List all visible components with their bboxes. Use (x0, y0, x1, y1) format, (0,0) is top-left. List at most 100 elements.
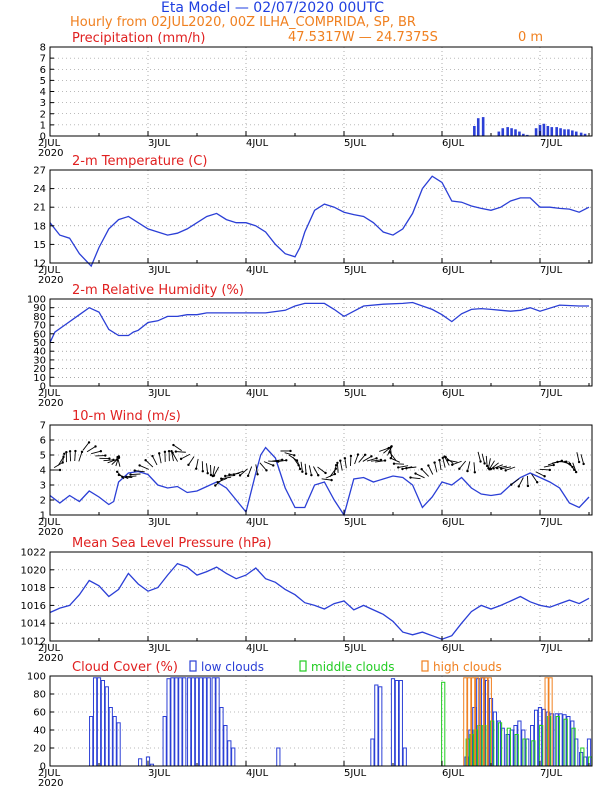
wind-vector-head (370, 455, 373, 458)
y-tick-label: 4 (40, 87, 46, 98)
wind-vector-head (401, 467, 404, 471)
wind-vector-head (158, 452, 161, 455)
wind-vector (459, 460, 467, 470)
wind-vector (447, 459, 458, 463)
wind-vector-head (94, 445, 97, 448)
wind-vector-head (389, 446, 392, 450)
wind-vector-head (375, 457, 378, 460)
wind-vector-head (256, 473, 259, 476)
precip-bar (506, 127, 509, 136)
wind-vector (215, 478, 224, 486)
y-tick-label: 8 (40, 43, 46, 54)
series-line (49, 175, 590, 268)
x-tick-label: 7JUL (540, 388, 563, 399)
wind-vector-head (397, 466, 400, 469)
wind-vector-head (115, 470, 119, 473)
y-tick-label: 70 (33, 321, 46, 332)
legend-label: low clouds (201, 660, 264, 674)
x-tick-label: 5JUL (344, 643, 367, 654)
y-tick-label: 100 (27, 295, 46, 306)
wind-vector (259, 462, 267, 471)
wind-vector-head (489, 467, 493, 471)
x-tick-label: 4JUL (246, 138, 269, 149)
y-tick-label: 1016 (21, 601, 46, 612)
x-tick-label: 4JUL (246, 768, 269, 779)
wind-vector (398, 465, 409, 468)
y-tick-label: 40 (33, 347, 46, 358)
wind-vector (452, 460, 462, 466)
wind-vector-head (293, 454, 296, 457)
cloud-bar-low (194, 677, 200, 767)
wind-vector-head (224, 474, 227, 478)
y-tick-label: 1018 (21, 583, 46, 594)
y-tick-label: 7 (40, 54, 46, 65)
wind-vector-head (473, 471, 477, 474)
precip-bar (501, 128, 505, 136)
wind-vector (276, 459, 287, 463)
precip-bar (525, 134, 529, 136)
wind-vector-head (151, 454, 154, 458)
wind-vector (488, 460, 495, 470)
precip-bar (522, 133, 525, 136)
wind-vector (518, 477, 524, 487)
wind-vector-head (121, 475, 124, 479)
cloud-bar-low (219, 707, 224, 767)
wind-vector-head (265, 469, 268, 472)
panel-3 (49, 424, 593, 517)
wind-vector-head (246, 474, 250, 478)
wind-vector (233, 470, 244, 475)
wind-vector-head (87, 441, 91, 444)
wind-vector-head (330, 478, 333, 482)
wind-vector-head (80, 450, 84, 454)
cloud-bar-low (202, 677, 207, 767)
panel-4 (49, 551, 593, 642)
wind-vector-head (144, 459, 147, 462)
x-tick-label: 4JUL (246, 643, 269, 654)
wind-vector (152, 455, 158, 466)
x-year-label: 2020 (38, 398, 63, 409)
x-tick-label: 3JUL (148, 138, 171, 149)
wind-vector (580, 454, 585, 465)
x-tick-label: 3JUL (148, 643, 171, 654)
precip-bar (546, 125, 550, 136)
cloud-bar-low (215, 677, 220, 767)
wind-vector-head (58, 468, 62, 472)
x-year-label: 2020 (38, 778, 63, 789)
x-tick-label: 7JUL (540, 138, 563, 149)
wind-vector (493, 464, 503, 469)
y-tick-label: 18 (33, 221, 46, 232)
wind-vector (485, 455, 488, 466)
wind-vector (134, 470, 145, 473)
y-tick-label: 1 (40, 120, 46, 131)
x-tick-label: 3JUL (148, 768, 171, 779)
wind-vector (126, 475, 137, 478)
wind-vector-head (543, 475, 546, 478)
wind-vector-head (212, 474, 216, 477)
x-tick-label: 2JUL (38, 388, 61, 399)
legend-label: middle clouds (311, 660, 395, 674)
cloud-bar-low (112, 716, 117, 767)
legend-swatch (189, 660, 197, 672)
wind-vector-head (392, 462, 396, 465)
cloud-bar-low (190, 677, 196, 767)
cloud-bar-low (211, 677, 216, 767)
cloud-bar-low (394, 680, 400, 767)
panel-frame (49, 675, 593, 767)
wind-vector (501, 466, 512, 470)
wind-vector-head (194, 467, 198, 470)
wind-vector (304, 463, 307, 474)
wind-vector (292, 456, 300, 466)
y-tick-label: 1012 (21, 637, 46, 648)
wind-vector-head (129, 473, 132, 476)
y-tick-label: 80 (33, 690, 46, 701)
y-tick-label: 90 (33, 303, 46, 314)
panel-title: 2-m Relative Humidity (%) (72, 283, 244, 298)
legend-label: high clouds (433, 660, 502, 674)
wind-vector (212, 466, 216, 477)
wind-vector (467, 461, 471, 472)
wind-vector (370, 459, 382, 462)
cloud-bar-low (170, 677, 175, 767)
wind-vector (284, 452, 295, 456)
precip-bar (563, 129, 566, 136)
wind-vector (173, 444, 182, 452)
